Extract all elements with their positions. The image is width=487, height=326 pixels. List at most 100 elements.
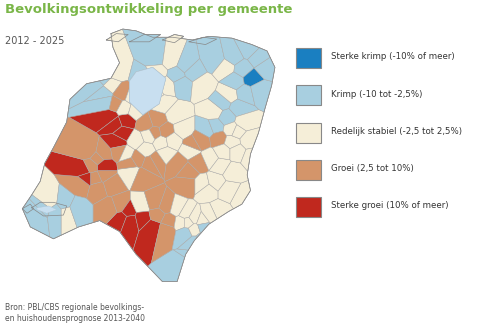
Polygon shape: [52, 117, 99, 160]
Polygon shape: [148, 110, 168, 127]
Polygon shape: [130, 67, 166, 115]
Polygon shape: [165, 177, 195, 199]
Polygon shape: [112, 190, 131, 213]
Text: Redelijk stabiel (-2,5 tot 2,5%): Redelijk stabiel (-2,5 tot 2,5%): [331, 127, 462, 136]
Polygon shape: [150, 151, 166, 179]
Polygon shape: [120, 215, 139, 250]
Polygon shape: [156, 147, 178, 165]
Polygon shape: [151, 95, 178, 113]
Polygon shape: [83, 86, 113, 102]
Polygon shape: [96, 116, 122, 135]
Polygon shape: [234, 59, 254, 78]
Polygon shape: [149, 126, 161, 140]
Polygon shape: [146, 65, 168, 77]
Polygon shape: [182, 134, 202, 151]
Polygon shape: [209, 131, 227, 148]
Polygon shape: [162, 76, 175, 96]
Polygon shape: [240, 127, 260, 149]
Polygon shape: [163, 35, 187, 70]
Polygon shape: [188, 153, 209, 174]
Polygon shape: [189, 37, 217, 45]
Polygon shape: [206, 171, 226, 191]
Polygon shape: [223, 122, 237, 136]
Polygon shape: [161, 213, 176, 227]
Polygon shape: [37, 206, 57, 213]
Polygon shape: [98, 159, 117, 170]
Bar: [296, 123, 321, 143]
Polygon shape: [192, 130, 211, 151]
Polygon shape: [219, 72, 244, 90]
Polygon shape: [233, 39, 260, 60]
Polygon shape: [209, 158, 231, 175]
Polygon shape: [161, 92, 164, 97]
Polygon shape: [164, 151, 188, 182]
Polygon shape: [193, 184, 218, 204]
Polygon shape: [212, 59, 235, 82]
Bar: [296, 197, 321, 217]
Text: Sterke krimp (-10% of meer): Sterke krimp (-10% of meer): [331, 52, 455, 61]
Polygon shape: [175, 162, 200, 179]
Polygon shape: [29, 195, 50, 218]
Polygon shape: [235, 110, 264, 131]
Polygon shape: [229, 99, 259, 117]
Polygon shape: [136, 142, 156, 157]
Polygon shape: [113, 80, 130, 101]
Text: Sterke groei (10% of meer): Sterke groei (10% of meer): [331, 201, 449, 210]
Polygon shape: [103, 173, 129, 196]
Polygon shape: [167, 66, 185, 82]
Text: Krimp (-10 tot -2,5%): Krimp (-10 tot -2,5%): [331, 90, 423, 98]
Polygon shape: [174, 215, 185, 231]
Polygon shape: [78, 172, 91, 186]
Polygon shape: [109, 96, 123, 112]
Polygon shape: [130, 67, 166, 115]
Polygon shape: [215, 82, 238, 103]
Polygon shape: [198, 222, 211, 233]
Polygon shape: [165, 99, 195, 125]
Text: Bevolkingsontwikkeling per gemeente: Bevolkingsontwikkeling per gemeente: [5, 3, 292, 16]
Polygon shape: [212, 144, 230, 160]
Polygon shape: [97, 170, 117, 183]
Polygon shape: [197, 211, 210, 225]
Polygon shape: [173, 115, 195, 140]
Polygon shape: [125, 88, 131, 104]
Polygon shape: [177, 39, 200, 73]
Polygon shape: [200, 203, 217, 223]
Polygon shape: [99, 78, 111, 85]
Polygon shape: [106, 29, 134, 82]
Polygon shape: [208, 119, 224, 133]
Polygon shape: [127, 129, 144, 150]
Polygon shape: [131, 149, 146, 168]
Polygon shape: [172, 228, 192, 250]
Polygon shape: [159, 121, 174, 138]
Polygon shape: [135, 111, 153, 132]
Polygon shape: [185, 217, 194, 228]
Polygon shape: [195, 115, 213, 138]
Polygon shape: [144, 183, 167, 210]
Polygon shape: [190, 72, 219, 104]
Polygon shape: [170, 194, 188, 216]
Polygon shape: [69, 81, 104, 109]
Polygon shape: [32, 202, 67, 216]
Polygon shape: [189, 203, 201, 224]
Polygon shape: [243, 68, 264, 86]
Bar: [296, 48, 321, 68]
Polygon shape: [70, 196, 93, 228]
Polygon shape: [173, 249, 188, 257]
Polygon shape: [128, 59, 147, 82]
Polygon shape: [122, 199, 136, 216]
Polygon shape: [177, 236, 197, 250]
Polygon shape: [87, 182, 108, 205]
Polygon shape: [163, 35, 184, 43]
Polygon shape: [218, 181, 241, 204]
Polygon shape: [129, 104, 148, 121]
Polygon shape: [22, 204, 34, 213]
Polygon shape: [48, 204, 61, 239]
Polygon shape: [194, 98, 223, 119]
Bar: [296, 160, 321, 180]
Polygon shape: [90, 152, 104, 165]
Polygon shape: [32, 165, 59, 208]
Polygon shape: [201, 147, 219, 171]
Polygon shape: [196, 233, 201, 238]
Polygon shape: [151, 223, 176, 263]
Polygon shape: [223, 161, 248, 183]
